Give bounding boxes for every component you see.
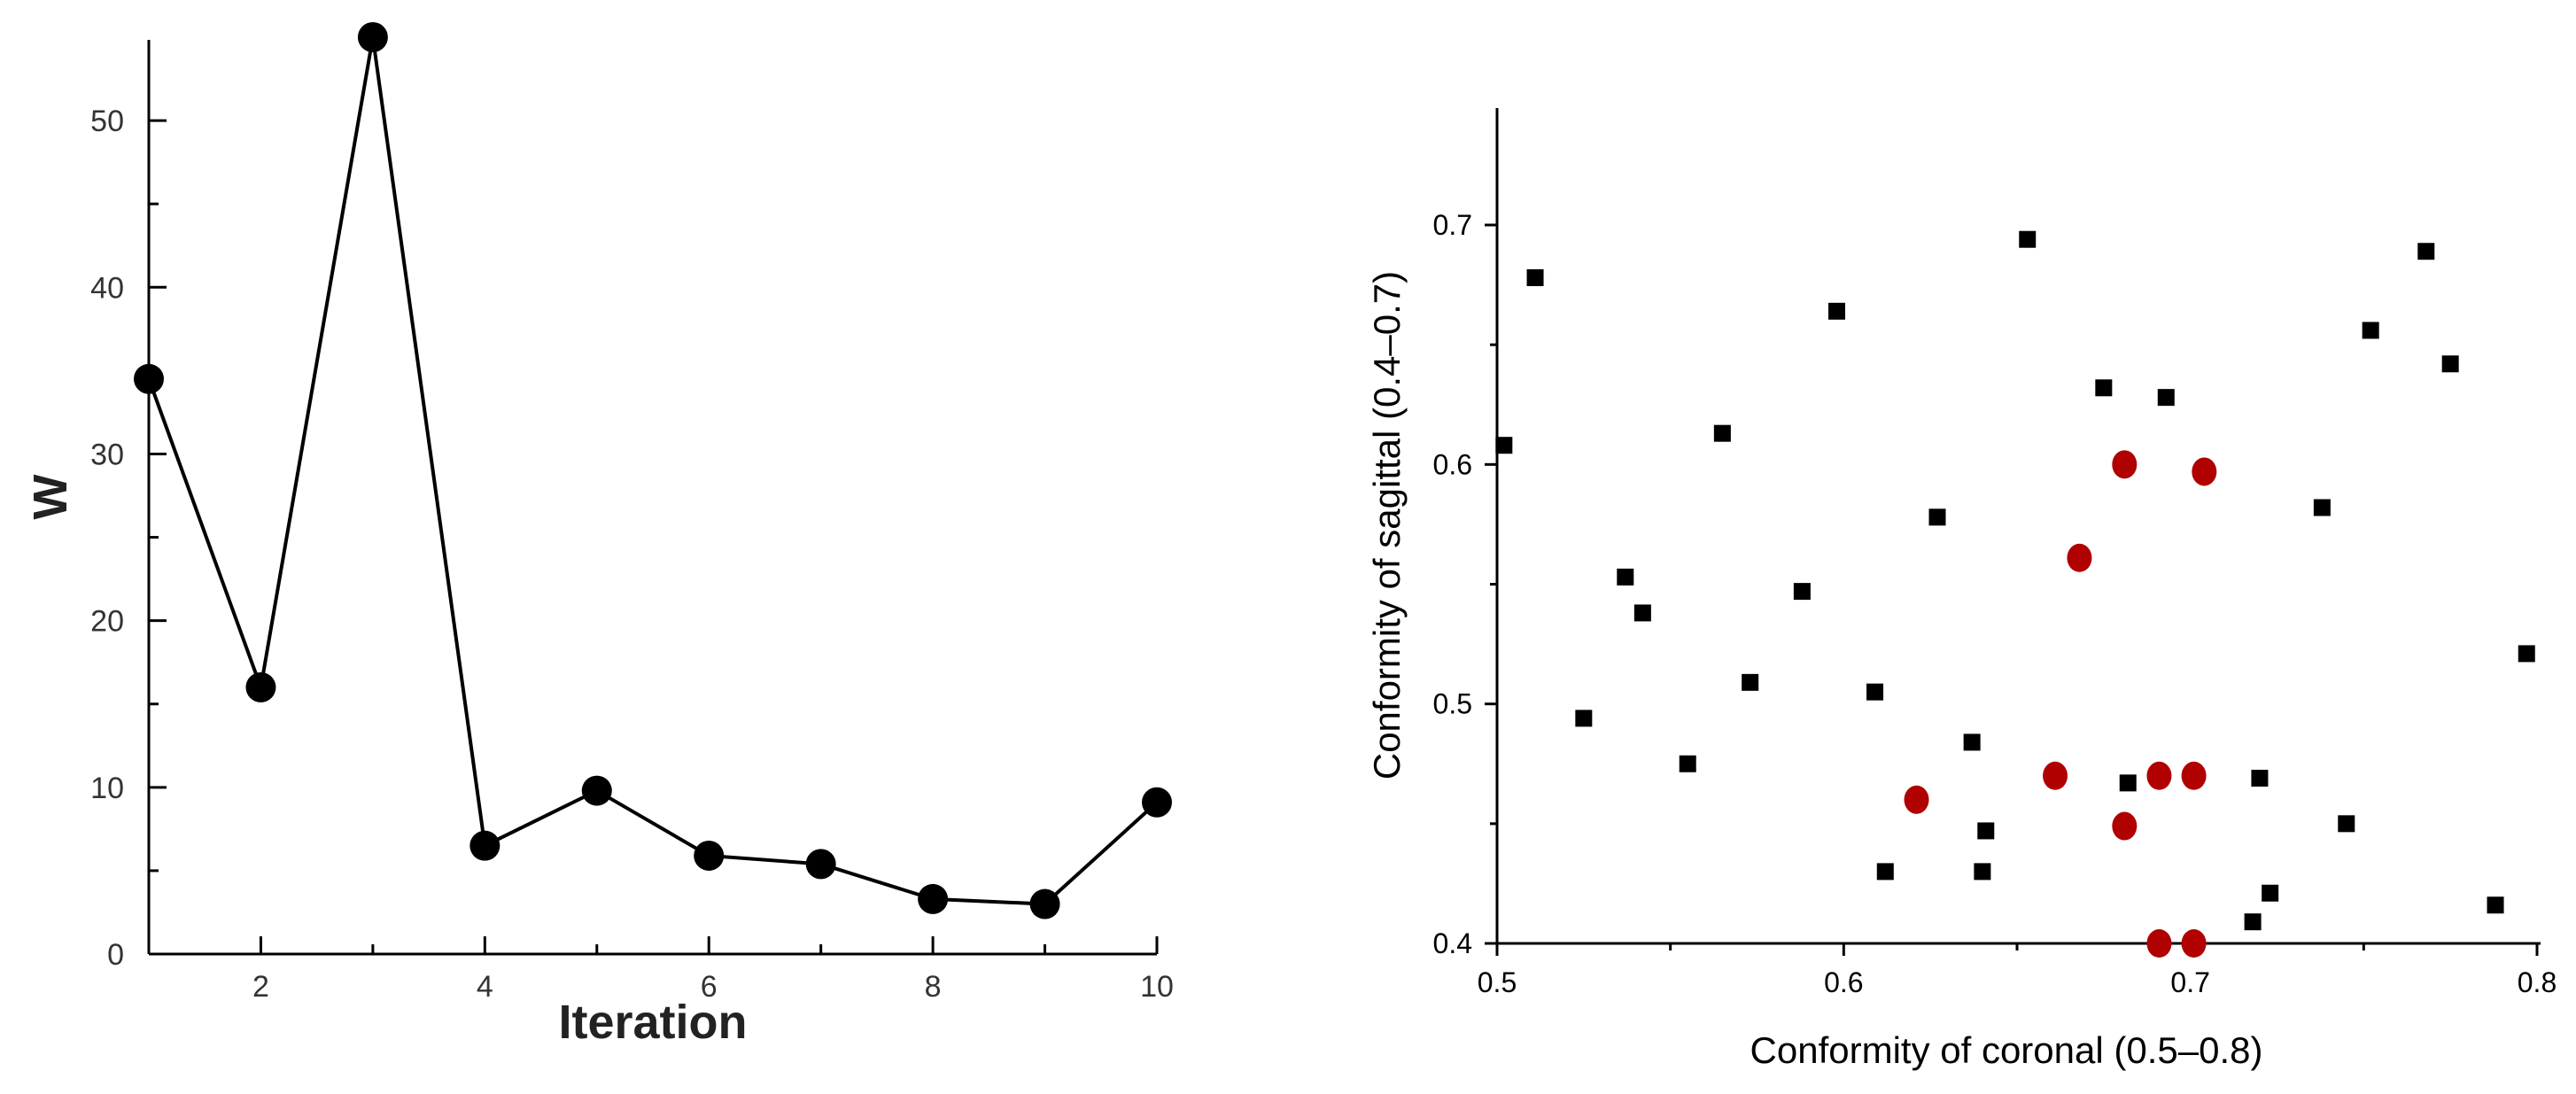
left-data-point — [918, 883, 949, 914]
right-axis-ticks: 0.40.50.60.70.5 0.6 0.7 0.8 — [1433, 209, 2557, 998]
right-square-point — [1928, 508, 1946, 526]
right-circle-point — [2067, 543, 2092, 572]
right-x-axis-title: Conformity of coronal (0.5–0.8) — [1750, 1029, 2263, 1071]
left-x-tick-label: 4 — [477, 970, 493, 1004]
right-square-point — [1866, 683, 1884, 701]
right-square-point — [2157, 389, 2175, 407]
left-data-point — [134, 363, 164, 394]
left-data-point — [245, 671, 276, 702]
right-circle-points — [1904, 450, 2217, 958]
left-x-tick-label: 8 — [925, 970, 942, 1004]
right-square-point — [1633, 604, 1651, 622]
right-square-point — [2487, 896, 2504, 914]
right-circle-point — [2043, 761, 2068, 790]
right-chart: 0.40.50.60.70.5 0.6 0.7 0.8 Conformity of c… — [1366, 108, 2557, 1071]
right-square-point — [1876, 863, 1894, 881]
left-y-tick-label: 10 — [90, 772, 124, 805]
left-series-line — [147, 36, 1159, 906]
right-x-tick-label: 0.7 — [2170, 966, 2209, 998]
right-square-points — [1495, 230, 2535, 931]
right-y-tick-label: 0.7 — [1433, 209, 1472, 241]
right-square-point — [2251, 769, 2269, 787]
left-y-tick-label: 20 — [90, 605, 124, 639]
left-data-point — [805, 849, 836, 880]
left-data-point — [1029, 888, 1060, 919]
left-chart: 0 10 20 30 40 50 2 4 6 8 10 Iteration W — [24, 22, 1174, 1049]
right-square-point — [1742, 673, 1759, 691]
right-square-point — [1713, 424, 1731, 442]
right-square-point — [1963, 733, 1981, 751]
left-x-tick-label: 6 — [701, 970, 718, 1004]
right-y-tick-label: 0.6 — [1433, 448, 1472, 480]
right-square-point — [1495, 437, 1513, 454]
left-data-point — [1142, 787, 1172, 818]
right-square-point — [2441, 355, 2459, 373]
right-circle-point — [2192, 457, 2217, 486]
left-data-point — [469, 830, 500, 861]
right-square-point — [1828, 302, 1846, 320]
right-square-point — [2313, 499, 2331, 516]
right-circle-point — [2146, 761, 2172, 790]
right-square-point — [1575, 710, 1593, 727]
left-axis-ticks: 0 10 20 30 40 50 2 4 6 8 10 — [90, 105, 1174, 1004]
right-square-point — [2019, 230, 2037, 248]
right-square-point — [2518, 645, 2535, 663]
left-y-tick-label: 30 — [90, 438, 124, 471]
left-x-axis-title: Iteration — [558, 996, 747, 1049]
right-square-point — [2338, 815, 2355, 833]
right-circle-point — [2181, 929, 2207, 958]
left-y-tick-label: 0 — [107, 938, 124, 972]
right-square-point — [1974, 863, 1991, 881]
right-square-point — [2362, 322, 2379, 339]
right-square-point — [1526, 268, 1544, 286]
right-circle-point — [2146, 929, 2172, 958]
right-square-point — [2095, 379, 2113, 397]
right-x-tick-label: 0.8 — [2518, 966, 2557, 998]
right-square-point — [2262, 884, 2279, 902]
left-y-axis-title: W — [24, 474, 77, 519]
left-data-point — [581, 775, 612, 806]
right-y-axis-title: Conformity of sagittal (0.4–0.7) — [1366, 271, 1408, 780]
left-x-tick-label: 2 — [252, 970, 269, 1004]
right-square-point — [1977, 822, 1995, 840]
right-x-tick-label: 0.6 — [1824, 966, 1863, 998]
left-x-tick-label: 10 — [1140, 970, 1174, 1004]
left-data-point — [357, 22, 388, 52]
right-square-point — [2244, 913, 2262, 931]
right-circle-point — [1904, 785, 1929, 814]
right-square-point — [1679, 755, 1696, 772]
right-square-point — [1617, 568, 1634, 586]
right-x-tick-label: 0.5 — [1478, 966, 1517, 998]
right-circle-point — [2112, 811, 2138, 841]
right-circle-point — [2112, 450, 2138, 479]
right-circle-point — [2181, 761, 2207, 790]
right-square-point — [1793, 583, 1811, 601]
right-square-point — [2417, 243, 2435, 260]
left-series-points — [134, 22, 1172, 919]
right-square-point — [2119, 774, 2137, 792]
left-y-tick-label: 40 — [90, 271, 124, 305]
right-y-tick-label: 0.5 — [1433, 688, 1472, 720]
left-y-tick-label: 50 — [90, 105, 124, 138]
right-y-tick-label: 0.4 — [1433, 927, 1472, 959]
left-data-point — [694, 840, 725, 871]
